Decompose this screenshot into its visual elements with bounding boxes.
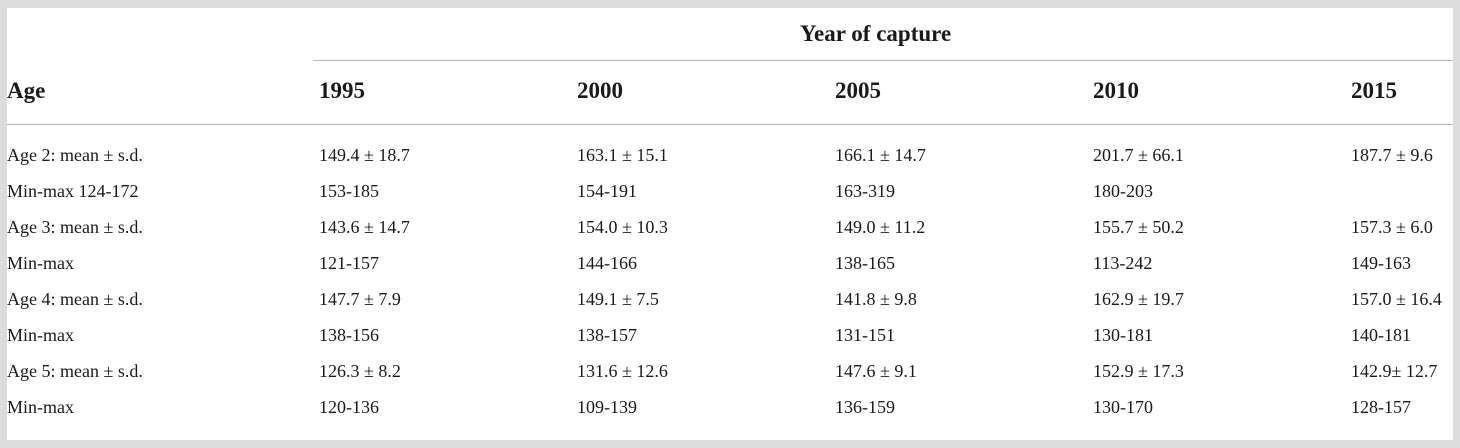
table-cell: 109-139 — [577, 397, 637, 417]
table-cell: 163-319 — [835, 181, 895, 201]
table-cell: 147.7 ± 7.9 — [319, 289, 401, 309]
table-cell: 126.3 ± 8.2 — [319, 361, 401, 381]
year-header-2010: 2010 — [1093, 78, 1139, 103]
table-cell: 162.9 ± 19.7 — [1093, 289, 1184, 309]
table-cell: 154.0 ± 10.3 — [577, 217, 668, 237]
table-panel: Year of capture Age 1995 2000 2005 2010 … — [7, 8, 1453, 440]
table-cell: 143.6 ± 14.7 — [319, 217, 410, 237]
year-header-2015: 2015 — [1351, 78, 1397, 103]
table-cell: 152.9 ± 17.3 — [1093, 361, 1184, 381]
table-cell: 166.1 ± 14.7 — [835, 145, 926, 165]
table-cell: 149.4 ± 18.7 — [319, 145, 410, 165]
table-cell: 138-165 — [835, 253, 895, 273]
table-cell: 138-157 — [577, 325, 637, 345]
table-cell: 147.6 ± 9.1 — [835, 361, 917, 381]
table-cell: 141.8 ± 9.8 — [835, 289, 917, 309]
table-cell: 144-166 — [577, 253, 637, 273]
table-cell: 142.9± 12.7 — [1351, 361, 1438, 381]
table-cell: 130-170 — [1093, 397, 1153, 417]
row-label: Min-max — [7, 253, 74, 273]
table-cell: 149.1 ± 7.5 — [577, 289, 659, 309]
table-cell: 140-181 — [1351, 325, 1411, 345]
age-column-header: Age — [7, 78, 46, 103]
group-header-rule — [313, 60, 1453, 61]
row-label: Min-max — [7, 325, 74, 345]
row-label: Age 5: mean ± s.d. — [7, 361, 143, 381]
table-cell: 136-159 — [835, 397, 895, 417]
row-label: Age 2: mean ± s.d. — [7, 145, 143, 165]
row-label: Min-max 124-172 — [7, 181, 139, 201]
column-group-header: Year of capture — [800, 21, 952, 46]
table-cell: 187.7 ± 9.6 — [1351, 145, 1433, 165]
table-cell: 201.7 ± 66.1 — [1093, 145, 1184, 165]
table-cell: 153-185 — [319, 181, 379, 201]
table-cell: 120-136 — [319, 397, 379, 417]
table-cell: 128-157 — [1351, 397, 1411, 417]
table-cell: 155.7 ± 50.2 — [1093, 217, 1184, 237]
table-cell: 121-157 — [319, 253, 379, 273]
year-header-2000: 2000 — [577, 78, 623, 103]
table-cell: 131-151 — [835, 325, 895, 345]
table-cell: 154-191 — [577, 181, 637, 201]
year-header-2005: 2005 — [835, 78, 881, 103]
table-cell: 149.0 ± 11.2 — [835, 217, 926, 237]
row-label: Age 3: mean ± s.d. — [7, 217, 143, 237]
row-label: Min-max — [7, 397, 74, 417]
table-cell: 157.0 ± 16.4 — [1351, 289, 1442, 309]
table-cell: 149-163 — [1351, 253, 1411, 273]
year-header-1995: 1995 — [319, 78, 365, 103]
table-cell: 130-181 — [1093, 325, 1153, 345]
table-cell: 163.1 ± 15.1 — [577, 145, 668, 165]
table-cell: 138-156 — [319, 325, 379, 345]
table-cell: 113-242 — [1093, 253, 1153, 273]
table-cell: 157.3 ± 6.0 — [1351, 217, 1433, 237]
header-bottom-rule — [7, 124, 1453, 125]
row-label: Age 4: mean ± s.d. — [7, 289, 143, 309]
table-cell: 131.6 ± 12.6 — [577, 361, 668, 381]
table-cell: 180-203 — [1093, 181, 1153, 201]
